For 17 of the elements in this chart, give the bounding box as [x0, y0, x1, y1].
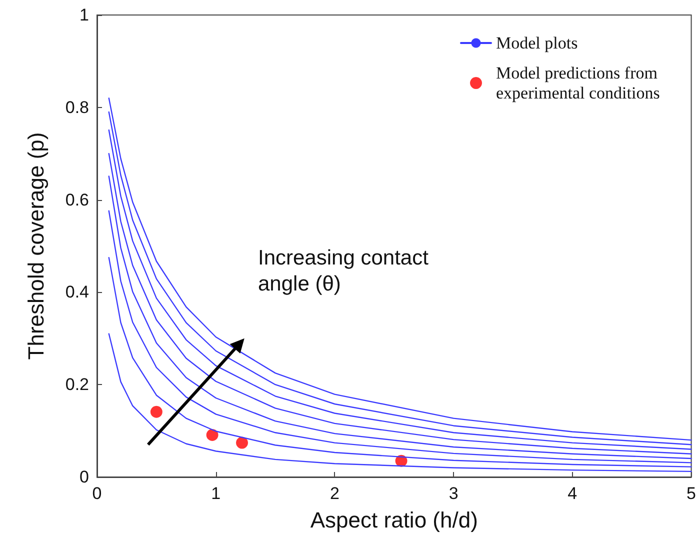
- y-tick-label: 1: [80, 6, 89, 24]
- y-tick-label: 0.4: [65, 282, 89, 302]
- y-tick-label: 0: [80, 468, 89, 486]
- x-axis-title: Aspect ratio (h/d): [310, 508, 478, 532]
- x-tick-label: 2: [330, 484, 340, 503]
- legend-label: Model plots: [496, 34, 578, 52]
- x-tick-label: 0: [92, 484, 102, 503]
- annotation: Increasing contact angle (θ): [258, 246, 434, 296]
- legend-label: Model predictions from experimental conditions: [496, 64, 662, 102]
- y-tick-label: 0.6: [65, 190, 89, 210]
- x-tick-label: 5: [686, 484, 696, 503]
- y-tick-label: 0.2: [65, 375, 89, 394]
- x-tick-label: 3: [448, 484, 458, 503]
- x-tick-label: 4: [568, 484, 578, 503]
- y-tick-label: 0.8: [65, 98, 89, 117]
- y-axis-title: Threshold coverage (p): [24, 132, 48, 360]
- x-tick-label: 1: [211, 484, 221, 503]
